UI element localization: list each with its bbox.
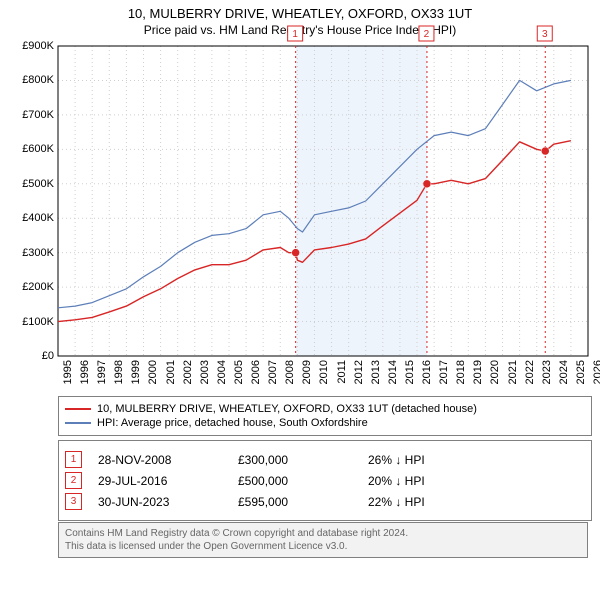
x-tick-label: 2026 — [592, 360, 600, 384]
event-table: 1 28-NOV-2008£300,00026% ↓ HPI 2 29-JUL-201… — [58, 440, 592, 521]
x-tick-label: 2018 — [455, 360, 467, 384]
y-axis-labels: £0£100K£200K£300K£400K£500K£600K£700K£80… — [0, 0, 54, 356]
x-tick-label: 2020 — [489, 360, 501, 384]
legend-swatch — [65, 408, 91, 410]
event-delta: 20% ↓ HPI — [368, 474, 425, 488]
y-tick-label: £300K — [22, 247, 54, 259]
event-row: 3 30-JUN-2023£595,00022% ↓ HPI — [61, 493, 589, 510]
event-price: £595,000 — [238, 495, 368, 509]
y-tick-label: £900K — [22, 40, 54, 52]
event-price: £300,000 — [238, 453, 368, 467]
event-number-badge: 1 — [65, 451, 82, 468]
x-tick-label: 2023 — [541, 360, 553, 384]
x-tick-label: 2000 — [147, 360, 159, 384]
x-tick-label: 2003 — [199, 360, 211, 384]
x-tick-label: 2025 — [575, 360, 587, 384]
x-axis-labels: 1995 1996 1997 1998 1999 2000 2001 2002 2003 2004… — [0, 360, 600, 396]
legend-label: 10, MULBERRY DRIVE, WHEATLEY, OXFORD, OX… — [97, 403, 477, 415]
y-tick-label: £100K — [22, 316, 54, 328]
y-tick-label: £600K — [22, 143, 54, 155]
x-tick-label: 1998 — [113, 360, 125, 384]
x-tick-label: 1997 — [96, 360, 108, 384]
event-row: 1 28-NOV-2008£300,00026% ↓ HPI — [61, 451, 589, 468]
legend-item: HPI: Average price, detached house, Sout… — [61, 417, 589, 429]
x-tick-label: 2008 — [284, 360, 296, 384]
event-delta: 22% ↓ HPI — [368, 495, 425, 509]
y-tick-label: £400K — [22, 212, 54, 224]
price-chart: 1 2 3 — [0, 0, 600, 358]
x-tick-label: 2009 — [301, 360, 313, 384]
x-tick-label: 1999 — [130, 360, 142, 384]
x-tick-label: 2016 — [421, 360, 433, 384]
event-price: £500,000 — [238, 474, 368, 488]
legend-label: HPI: Average price, detached house, Sout… — [97, 417, 368, 429]
legend-box: 10, MULBERRY DRIVE, WHEATLEY, OXFORD, OX… — [58, 396, 592, 436]
event-date: 29-JUL-2016 — [98, 474, 238, 488]
event-delta: 26% ↓ HPI — [368, 453, 425, 467]
x-tick-label: 2006 — [250, 360, 262, 384]
x-tick-label: 2007 — [267, 360, 279, 384]
event-date: 28-NOV-2008 — [98, 453, 238, 467]
x-tick-label: 2010 — [318, 360, 330, 384]
footer-line-1: Contains HM Land Registry data © Crown c… — [65, 527, 581, 540]
event-row: 2 29-JUL-2016£500,00020% ↓ HPI — [61, 472, 589, 489]
y-tick-label: £800K — [22, 74, 54, 86]
x-tick-label: 2021 — [507, 360, 519, 384]
footer-line-2: This data is licensed under the Open Gov… — [65, 540, 581, 553]
x-tick-label: 2015 — [404, 360, 416, 384]
y-tick-label: £700K — [22, 109, 54, 121]
x-tick-label: 2011 — [336, 360, 348, 384]
legend-swatch — [65, 422, 91, 424]
y-tick-label: £200K — [22, 281, 54, 293]
svg-text:2: 2 — [424, 29, 430, 40]
x-tick-label: 1996 — [79, 360, 91, 384]
x-tick-label: 2013 — [370, 360, 382, 384]
x-tick-label: 2005 — [233, 360, 245, 384]
x-tick-label: 2001 — [165, 360, 177, 384]
x-tick-label: 2002 — [182, 360, 194, 384]
y-tick-label: £500K — [22, 178, 54, 190]
x-tick-label: 1995 — [62, 360, 74, 384]
footer-box: Contains HM Land Registry data © Crown c… — [58, 522, 588, 558]
x-tick-label: 2014 — [387, 360, 399, 384]
legend-item: 10, MULBERRY DRIVE, WHEATLEY, OXFORD, OX… — [61, 403, 589, 415]
x-tick-label: 2017 — [438, 360, 450, 384]
svg-text:3: 3 — [542, 29, 548, 40]
event-date: 30-JUN-2023 — [98, 495, 238, 509]
x-tick-label: 2024 — [558, 360, 570, 384]
x-tick-label: 2012 — [353, 360, 365, 384]
x-tick-label: 2004 — [216, 360, 228, 384]
x-tick-label: 2022 — [524, 360, 536, 384]
event-number-badge: 3 — [65, 493, 82, 510]
svg-text:1: 1 — [292, 29, 298, 40]
x-tick-label: 2019 — [472, 360, 484, 384]
event-number-badge: 2 — [65, 472, 82, 489]
